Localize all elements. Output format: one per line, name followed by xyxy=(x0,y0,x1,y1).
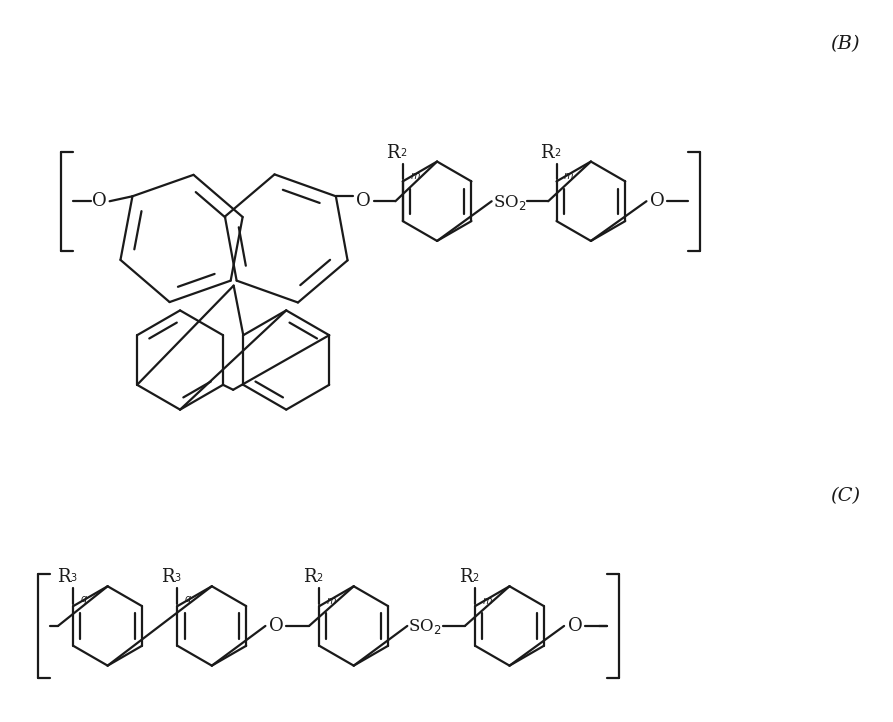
Text: R: R xyxy=(303,568,316,586)
Text: $_q$: $_q$ xyxy=(184,593,192,607)
Text: $^2$: $^2$ xyxy=(554,147,561,162)
Text: $^2$: $^2$ xyxy=(400,147,407,162)
Text: O: O xyxy=(650,192,664,210)
Text: $_m$: $_m$ xyxy=(326,593,338,607)
Text: $^3$: $^3$ xyxy=(71,573,78,586)
Text: O: O xyxy=(92,192,107,210)
Text: $_m$: $_m$ xyxy=(563,168,574,183)
Text: SO$_2$: SO$_2$ xyxy=(493,193,526,212)
Text: $^2$: $^2$ xyxy=(316,573,324,586)
Text: O: O xyxy=(568,617,582,635)
Text: R: R xyxy=(386,144,400,162)
Text: O: O xyxy=(269,617,284,635)
Text: (B): (B) xyxy=(830,35,860,53)
Text: $^2$: $^2$ xyxy=(472,573,480,586)
Text: SO$_2$: SO$_2$ xyxy=(408,617,442,636)
Text: $_m$: $_m$ xyxy=(482,593,493,607)
Text: (C): (C) xyxy=(830,487,860,505)
Text: R: R xyxy=(57,568,71,586)
Text: R: R xyxy=(459,568,472,586)
Text: $^3$: $^3$ xyxy=(174,573,182,586)
Text: O: O xyxy=(356,192,371,210)
Text: R: R xyxy=(540,144,554,162)
Text: $_m$: $_m$ xyxy=(410,168,421,183)
Text: R: R xyxy=(161,568,174,586)
Text: $_q$: $_q$ xyxy=(80,593,88,607)
